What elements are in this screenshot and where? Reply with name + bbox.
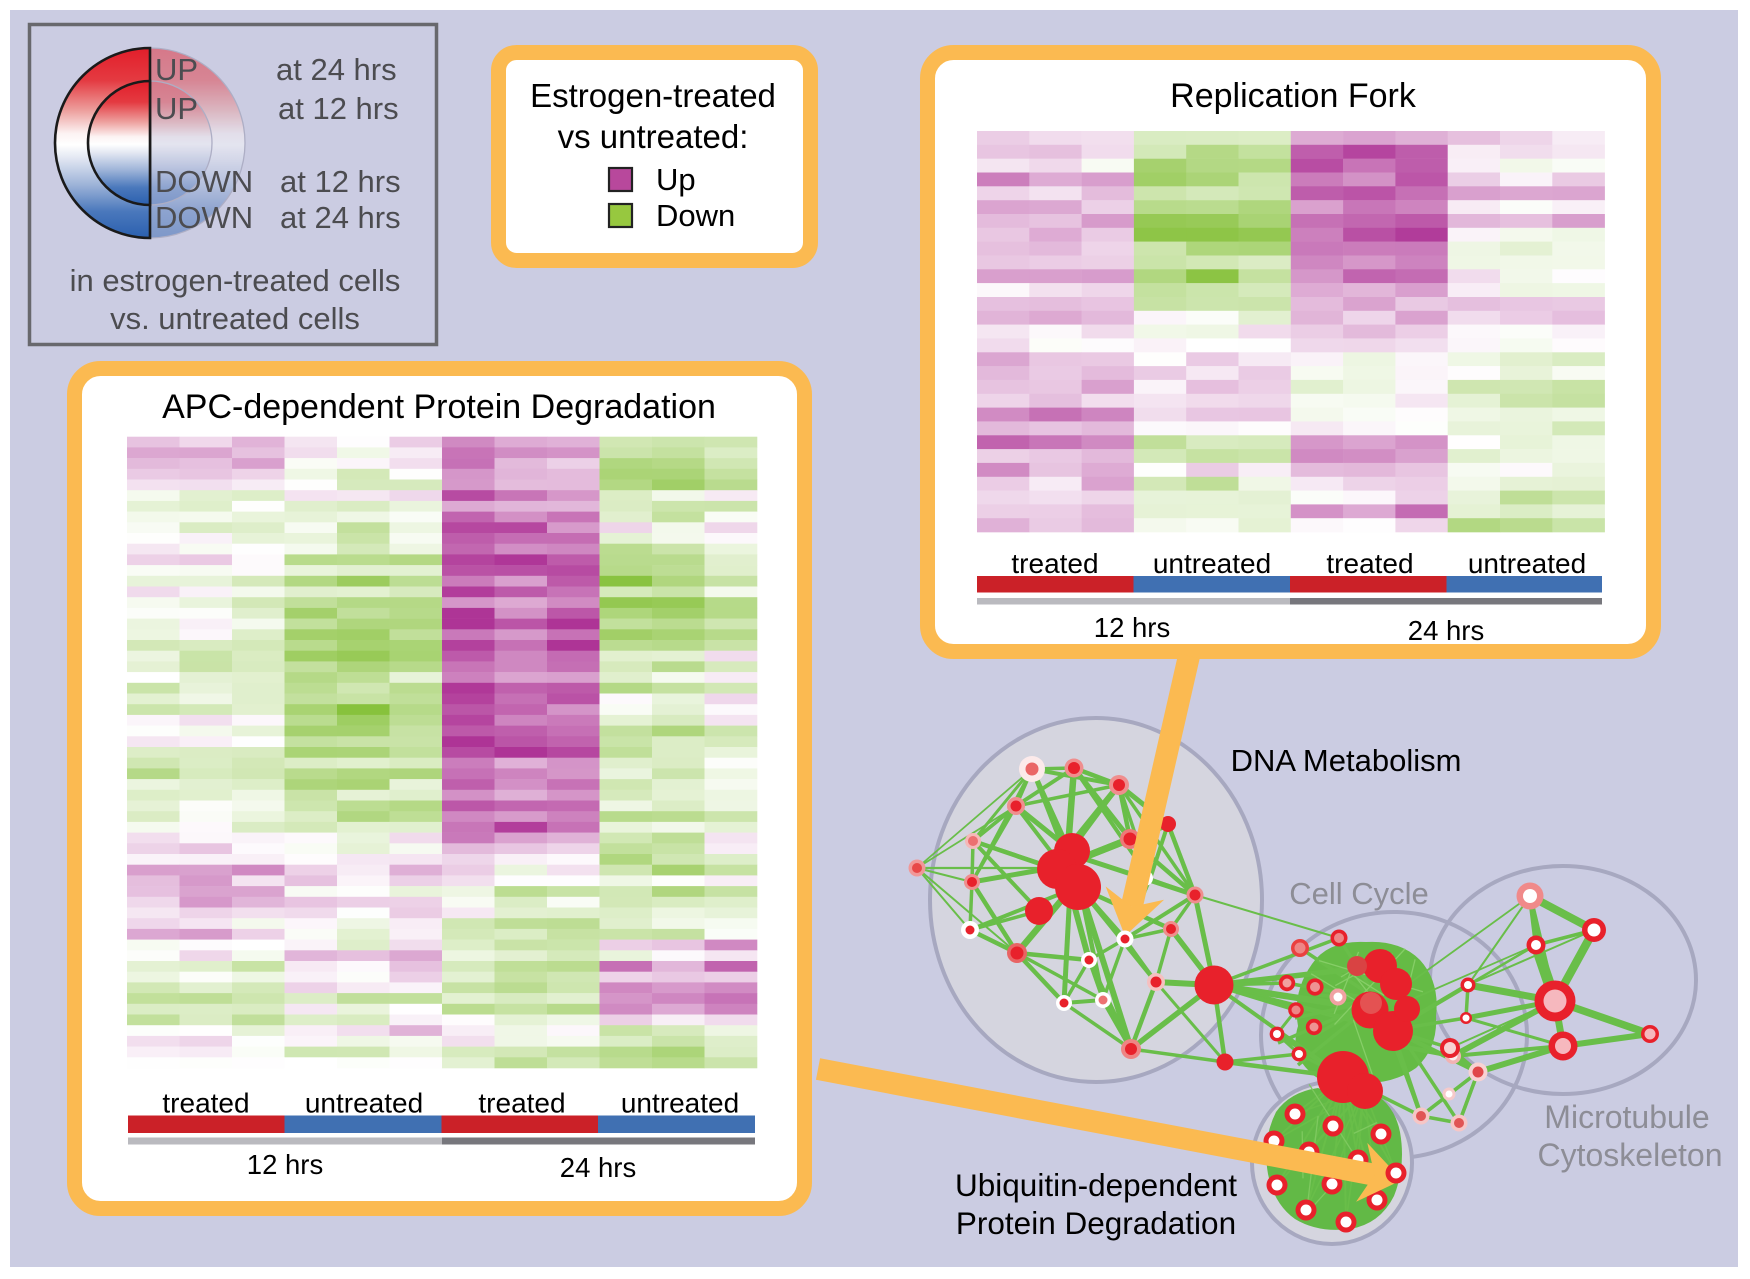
svg-text:Up: Up — [656, 162, 696, 197]
svg-text:Microtubule: Microtubule — [1544, 1099, 1709, 1135]
svg-text:DNA Metabolism: DNA Metabolism — [1231, 743, 1462, 778]
svg-text:in estrogen-treated cells: in estrogen-treated cells — [70, 263, 401, 298]
svg-text:Estrogen-treated: Estrogen-treated — [530, 77, 776, 114]
svg-text:Ubiquitin-dependent: Ubiquitin-dependent — [955, 1167, 1237, 1203]
svg-text:Cytoskeleton: Cytoskeleton — [1538, 1137, 1723, 1173]
svg-text:24 hrs: 24 hrs — [560, 1152, 636, 1183]
svg-text:untreated: untreated — [1153, 548, 1271, 579]
svg-text:UP: UP — [155, 91, 198, 126]
svg-text:APC-dependent Protein Degradat: APC-dependent Protein Degradation — [162, 388, 716, 426]
svg-text:untreated: untreated — [305, 1088, 423, 1119]
svg-text:treated: treated — [162, 1088, 249, 1119]
svg-text:treated: treated — [478, 1088, 565, 1119]
svg-text:Cell Cycle: Cell Cycle — [1289, 876, 1429, 911]
svg-text:at 24 hrs: at 24 hrs — [276, 52, 397, 87]
svg-text:at 12 hrs: at 12 hrs — [280, 164, 401, 199]
svg-text:at 24 hrs: at 24 hrs — [280, 200, 401, 235]
svg-text:24 hrs: 24 hrs — [1408, 615, 1484, 646]
svg-text:at 12 hrs: at 12 hrs — [278, 91, 399, 126]
svg-text:Replication Fork: Replication Fork — [1170, 77, 1417, 115]
svg-text:treated: treated — [1011, 548, 1098, 579]
svg-text:12 hrs: 12 hrs — [247, 1149, 323, 1180]
svg-text:DOWN: DOWN — [155, 164, 253, 199]
svg-text:UP: UP — [155, 52, 198, 87]
svg-text:Down: Down — [656, 198, 735, 233]
svg-text:untreated: untreated — [621, 1088, 739, 1119]
svg-text:vs. untreated cells: vs. untreated cells — [110, 301, 360, 336]
svg-text:Protein Degradation: Protein Degradation — [956, 1205, 1236, 1241]
svg-text:vs untreated:: vs untreated: — [558, 118, 749, 155]
svg-text:treated: treated — [1326, 548, 1413, 579]
svg-text:untreated: untreated — [1468, 548, 1586, 579]
svg-text:DOWN: DOWN — [155, 200, 253, 235]
svg-text:12 hrs: 12 hrs — [1094, 612, 1170, 643]
